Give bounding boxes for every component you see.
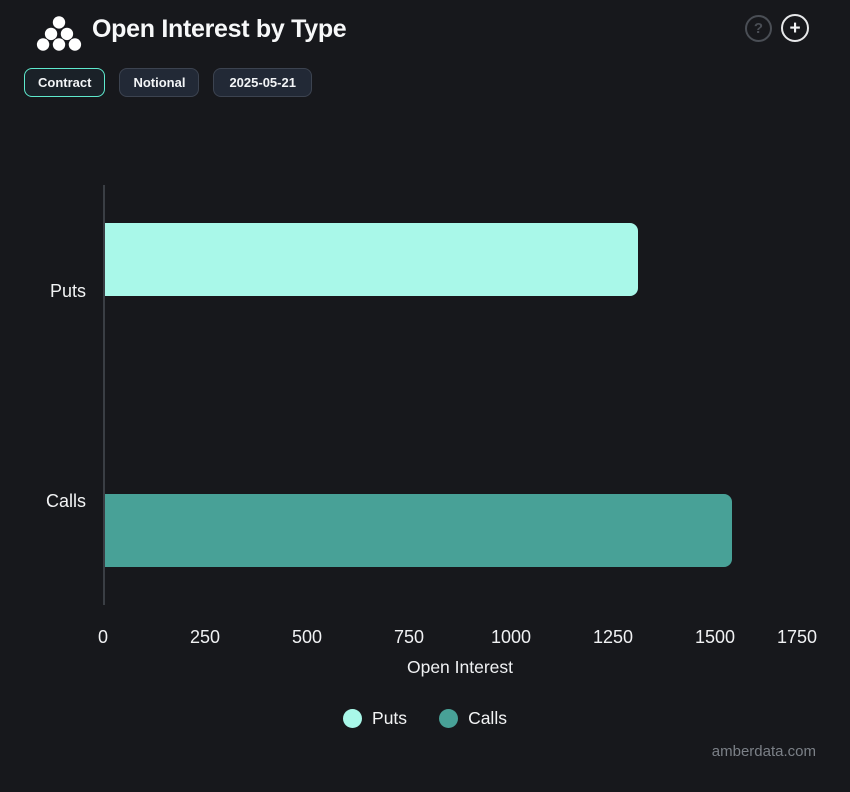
x-tick-label: 250	[189, 627, 221, 647]
y-category-label-puts: Puts	[49, 281, 86, 301]
chart-legend: Puts Calls	[0, 708, 850, 729]
x-tick-label: 750	[393, 627, 425, 647]
x-tick-label: 500	[291, 627, 323, 647]
contract-toggle-button[interactable]: Contract	[24, 68, 106, 97]
x-tick-label: 1250	[592, 627, 634, 647]
x-axis-title: Open Interest	[406, 657, 514, 677]
puts-bar[interactable]	[105, 223, 638, 296]
help-glyph: ?	[753, 20, 764, 37]
unit-toggle-group: Contract Notional 2025-05-21	[24, 68, 312, 97]
plus-glyph: +	[789, 17, 801, 39]
calls-bar[interactable]	[105, 494, 732, 567]
watermark: amberdata.com	[711, 743, 816, 760]
x-tick-label: 1500	[694, 627, 736, 647]
puts-legend-dot-icon	[343, 709, 363, 728]
amberdata-logo-icon	[36, 16, 82, 51]
x-tick-label: 1750	[776, 627, 817, 647]
page-title: Open Interest by Type	[92, 15, 347, 43]
date-chip[interactable]: 2025-05-21	[213, 68, 312, 97]
x-tick-label: 1000	[490, 627, 532, 647]
calls-legend-dot-icon	[439, 709, 459, 728]
help-icon[interactable]: ?	[745, 15, 772, 42]
x-tick-label: 0	[97, 627, 109, 647]
add-icon[interactable]: +	[781, 14, 809, 42]
legend-label-puts: Puts	[372, 708, 408, 728]
bar-chart-plot-area	[103, 185, 817, 605]
legend-item-calls[interactable]: Calls	[439, 708, 507, 729]
legend-label-calls: Calls	[468, 708, 507, 728]
y-category-label-calls: Calls	[45, 491, 86, 511]
notional-toggle-button[interactable]: Notional	[119, 68, 200, 97]
legend-item-puts[interactable]: Puts	[343, 708, 407, 729]
x-axis-ticks: 0 250 500 750 1000 1250 1500 1750	[98, 627, 817, 649]
